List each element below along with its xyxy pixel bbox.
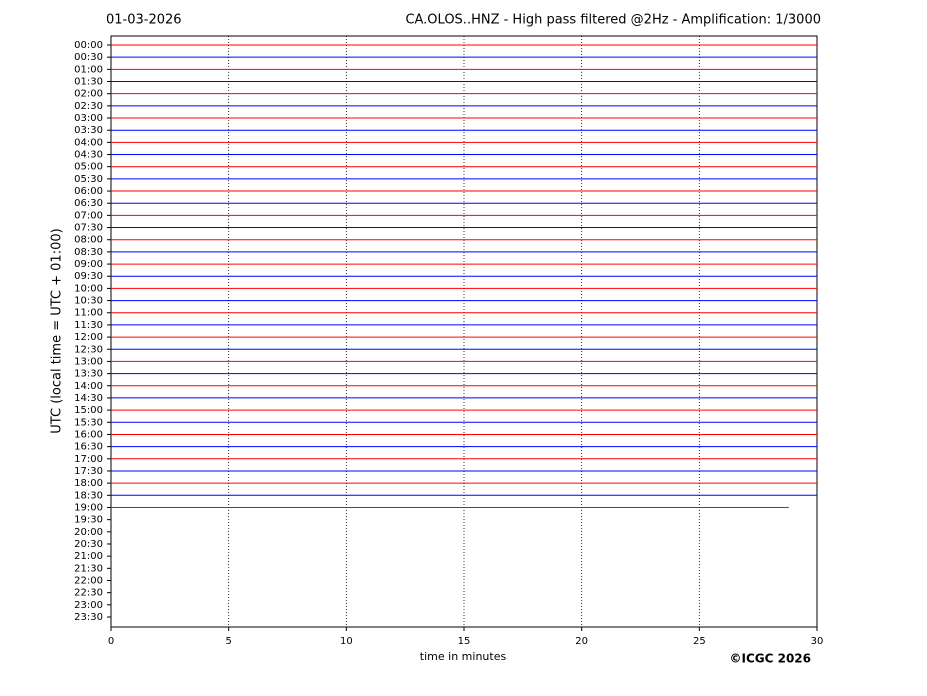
y-tick-label: 00:30 — [74, 52, 103, 63]
y-tick-label: 16:30 — [74, 442, 103, 453]
y-tick-label: 03:30 — [74, 125, 103, 136]
y-tick-label: 03:00 — [74, 113, 103, 124]
y-tick-label: 12:30 — [74, 344, 103, 355]
x-axis-label: time in minutes — [420, 650, 507, 663]
date-title: 01-03-2026 — [106, 13, 182, 28]
y-tick-label: 14:00 — [74, 381, 103, 392]
y-tick-label: 11:30 — [74, 320, 103, 331]
y-tick-label: 19:00 — [74, 502, 103, 513]
y-tick-label: 06:30 — [74, 198, 103, 209]
x-tick-label: 5 — [225, 636, 231, 647]
y-tick-label: 01:00 — [74, 64, 103, 75]
y-tick-label: 00:00 — [74, 40, 103, 51]
y-tick-label: 06:00 — [74, 186, 103, 197]
x-tick-label: 25 — [693, 636, 706, 647]
y-tick-label: 16:00 — [74, 429, 103, 440]
y-tick-label: 10:00 — [74, 283, 103, 294]
y-tick-label: 17:00 — [74, 454, 103, 465]
y-tick-label: 13:30 — [74, 369, 103, 380]
y-tick-label: 19:30 — [74, 515, 103, 526]
y-tick-label: 23:30 — [74, 612, 103, 623]
credit: ©ICGC 2026 — [729, 652, 811, 666]
x-tick-label: 30 — [811, 636, 824, 647]
y-tick-label: 01:30 — [74, 77, 103, 88]
x-tick-label: 20 — [575, 636, 588, 647]
plot-frame — [110, 35, 818, 628]
y-tick-label: 02:00 — [74, 89, 103, 100]
x-tick-label: 15 — [458, 636, 471, 647]
y-tick-label: 07:30 — [74, 223, 103, 234]
y-tick-label: 04:30 — [74, 150, 103, 161]
y-tick-label: 20:30 — [74, 539, 103, 550]
y-tick-label: 08:30 — [74, 247, 103, 258]
y-tick-label: 21:30 — [74, 563, 103, 574]
y-tick-label: 23:00 — [74, 600, 103, 611]
y-tick-label: 10:30 — [74, 296, 103, 307]
y-tick-label: 18:00 — [74, 478, 103, 489]
y-tick-label: 21:00 — [74, 551, 103, 562]
y-tick-label: 15:00 — [74, 405, 103, 416]
y-axis-label: UTC (local time = UTC + 01:00) — [50, 228, 65, 433]
y-tick-label: 14:30 — [74, 393, 103, 404]
y-tick-label: 20:00 — [74, 527, 103, 538]
y-tick-label: 05:00 — [74, 162, 103, 173]
y-tick-label: 11:00 — [74, 308, 103, 319]
x-tick-label: 10 — [340, 636, 353, 647]
y-tick-label: 07:00 — [74, 210, 103, 221]
y-tick-label: 09:30 — [74, 271, 103, 282]
y-tick-label: 15:30 — [74, 417, 103, 428]
y-tick-label: 05:30 — [74, 174, 103, 185]
chart-title: CA.OLOS..HNZ - High pass filtered @2Hz -… — [405, 13, 821, 28]
x-tick-label: 0 — [108, 636, 114, 647]
y-tick-label: 22:00 — [74, 575, 103, 586]
y-tick-label: 18:30 — [74, 490, 103, 501]
y-tick-label: 13:00 — [74, 356, 103, 367]
y-tick-label: 17:30 — [74, 466, 103, 477]
y-tick-label: 04:00 — [74, 137, 103, 148]
y-tick-label: 22:30 — [74, 588, 103, 599]
y-tick-label: 08:00 — [74, 235, 103, 246]
y-tick-label: 02:30 — [74, 101, 103, 112]
y-tick-label: 09:00 — [74, 259, 103, 270]
y-tick-label: 12:00 — [74, 332, 103, 343]
